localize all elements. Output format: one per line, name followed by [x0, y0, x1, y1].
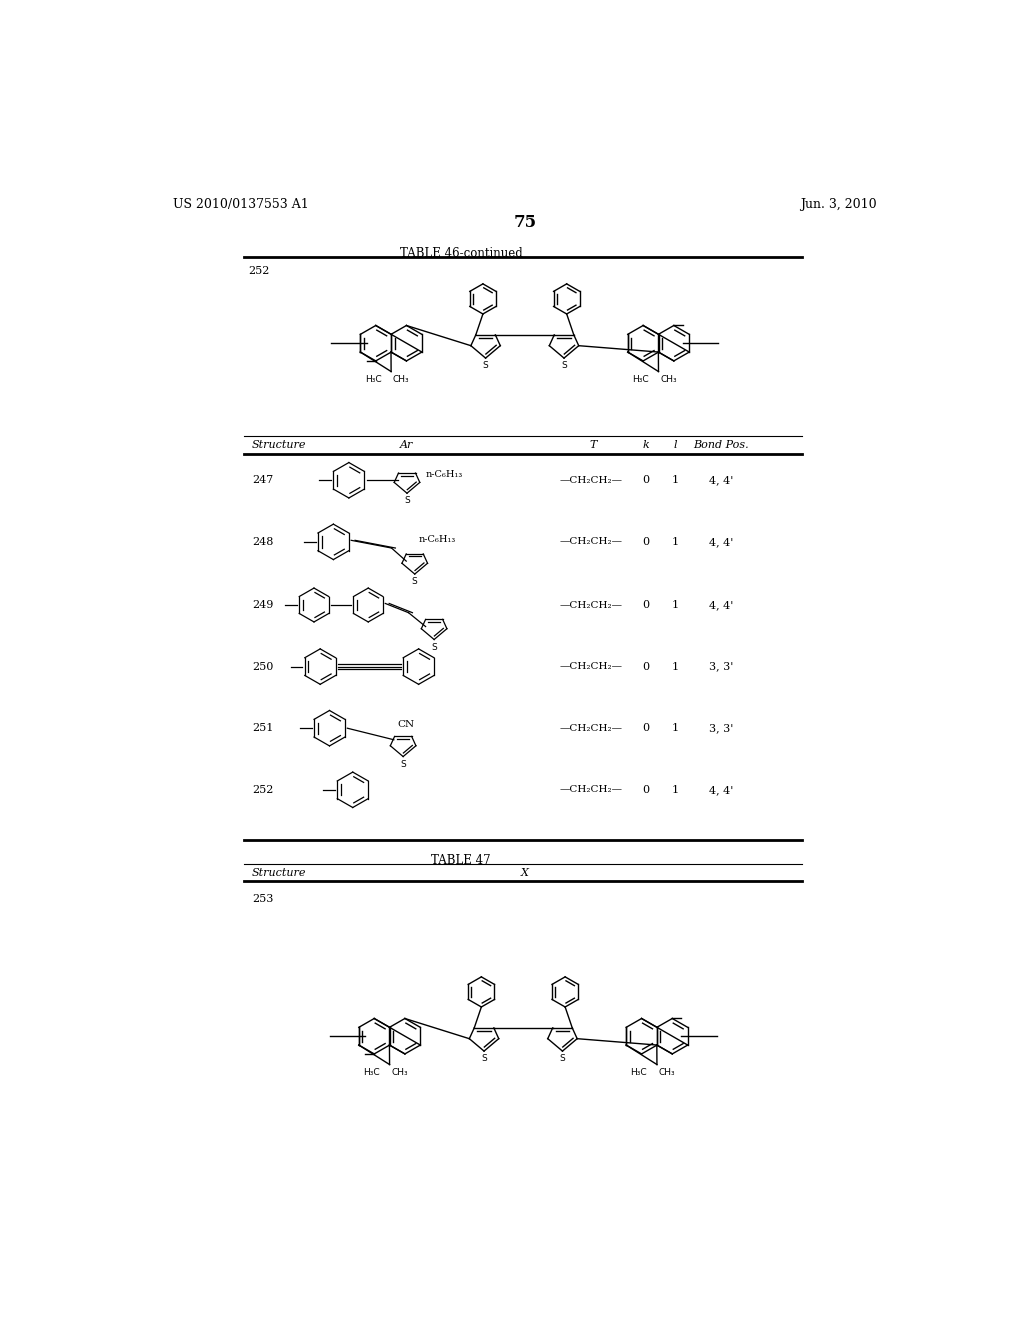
Text: —CH₂CH₂—: —CH₂CH₂— [560, 663, 623, 671]
Text: 1: 1 [672, 785, 679, 795]
Text: S: S [431, 643, 437, 652]
Text: CH₃: CH₃ [393, 375, 410, 384]
Text: —CH₂CH₂—: —CH₂CH₂— [560, 475, 623, 484]
Text: T: T [590, 440, 597, 450]
Text: 0: 0 [642, 601, 649, 610]
Text: Bond Pos.: Bond Pos. [693, 440, 749, 450]
Text: 75: 75 [513, 214, 537, 231]
Text: 253: 253 [252, 894, 273, 904]
Text: S: S [559, 1055, 565, 1063]
Text: 0: 0 [642, 785, 649, 795]
Text: 250: 250 [252, 661, 273, 672]
Text: 0: 0 [642, 475, 649, 486]
Text: 4, 4': 4, 4' [709, 537, 733, 546]
Text: CH₃: CH₃ [658, 1068, 676, 1077]
Text: S: S [482, 362, 488, 370]
Text: —CH₂CH₂—: —CH₂CH₂— [560, 601, 623, 610]
Text: 0: 0 [642, 723, 649, 733]
Text: 4, 4': 4, 4' [709, 601, 733, 610]
Text: CH₃: CH₃ [660, 375, 677, 384]
Text: TABLE 46-continued: TABLE 46-continued [400, 247, 522, 260]
Text: 4, 4': 4, 4' [709, 785, 733, 795]
Text: TABLE 47: TABLE 47 [431, 854, 492, 867]
Text: S: S [481, 1055, 486, 1063]
Text: S: S [561, 362, 567, 370]
Text: H₃C: H₃C [632, 375, 648, 384]
Text: l: l [674, 440, 677, 450]
Text: Ar: Ar [400, 440, 414, 450]
Text: S: S [400, 759, 406, 768]
Text: 0: 0 [642, 537, 649, 546]
Text: n-C₆H₁₃: n-C₆H₁₃ [419, 535, 456, 544]
Text: CH₃: CH₃ [391, 1068, 408, 1077]
Text: 247: 247 [252, 475, 273, 486]
Text: 4, 4': 4, 4' [709, 475, 733, 486]
Text: k: k [642, 440, 649, 450]
Text: S: S [404, 496, 410, 506]
Text: Structure: Structure [252, 440, 306, 450]
Text: —CH₂CH₂—: —CH₂CH₂— [560, 785, 623, 795]
Text: n-C₆H₁₃: n-C₆H₁₃ [426, 470, 463, 479]
Text: X: X [521, 869, 528, 878]
Text: H₃C: H₃C [364, 1068, 380, 1077]
Text: 1: 1 [672, 537, 679, 546]
Text: H₃C: H₃C [365, 375, 381, 384]
Text: H₃C: H₃C [631, 1068, 647, 1077]
Text: —CH₂CH₂—: —CH₂CH₂— [560, 537, 623, 546]
Text: 1: 1 [672, 475, 679, 486]
Text: 252: 252 [252, 785, 273, 795]
Text: Structure: Structure [252, 869, 306, 878]
Text: Jun. 3, 2010: Jun. 3, 2010 [800, 198, 877, 211]
Text: —CH₂CH₂—: —CH₂CH₂— [560, 723, 623, 733]
Text: 248: 248 [252, 537, 273, 546]
Text: S: S [412, 577, 418, 586]
Text: 3, 3': 3, 3' [709, 661, 733, 672]
Text: 0: 0 [642, 661, 649, 672]
Text: 1: 1 [672, 601, 679, 610]
Text: 249: 249 [252, 601, 273, 610]
Text: 1: 1 [672, 723, 679, 733]
Text: US 2010/0137553 A1: US 2010/0137553 A1 [173, 198, 308, 211]
Text: 1: 1 [672, 661, 679, 672]
Text: 252: 252 [248, 267, 269, 276]
Text: CN: CN [397, 719, 414, 729]
Text: 251: 251 [252, 723, 273, 733]
Text: 3, 3': 3, 3' [709, 723, 733, 733]
